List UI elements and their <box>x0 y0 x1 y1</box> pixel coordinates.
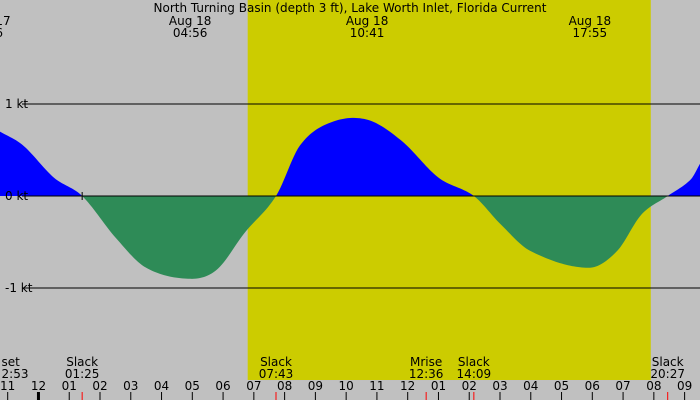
x-tick-label: 08 <box>277 379 292 393</box>
x-tick-label: 02 <box>92 379 107 393</box>
x-tick-label: 08 <box>646 379 661 393</box>
x-tick-label: 03 <box>492 379 507 393</box>
top-label: 17 <box>0 14 11 28</box>
top-label: 10:41 <box>350 26 385 40</box>
x-tick-label: 02 <box>462 379 477 393</box>
x-tick-label: 11 <box>0 379 15 393</box>
x-tick-label: 05 <box>554 379 569 393</box>
x-tick-label: 04 <box>154 379 169 393</box>
x-tick-label: 07 <box>246 379 261 393</box>
top-label: 17:55 <box>573 26 608 40</box>
flood-current-area <box>0 117 700 196</box>
x-tick-label: 12 <box>400 379 415 393</box>
event-time: 01:25 <box>65 367 100 381</box>
top-label: 04:56 <box>173 26 208 40</box>
x-tick-label: 01 <box>62 379 77 393</box>
x-tick-label: 05 <box>185 379 200 393</box>
event-name: Mrise <box>410 355 442 369</box>
event-time: 14:09 <box>457 367 492 381</box>
event-name: Slack <box>66 355 98 369</box>
x-tick-label: 12 <box>31 379 46 393</box>
ebb-current-area <box>0 196 700 279</box>
x-tick-label: 09 <box>677 379 692 393</box>
top-label: Aug 18 <box>346 14 389 28</box>
top-label: Aug 18 <box>569 14 612 28</box>
x-tick-label: 01 <box>431 379 446 393</box>
y-tick-label: 1 kt <box>5 97 28 111</box>
x-tick-label: 09 <box>308 379 323 393</box>
x-tick-label: 11 <box>369 379 384 393</box>
event-time: 2:53 <box>2 367 29 381</box>
event-time: 07:43 <box>259 367 294 381</box>
x-tick-label: 07 <box>615 379 630 393</box>
chart-title: North Turning Basin (depth 3 ft), Lake W… <box>154 1 547 15</box>
x-tick-label: 04 <box>523 379 538 393</box>
x-tick-label: 10 <box>339 379 354 393</box>
top-label: 6 <box>0 26 3 40</box>
x-tick-label: 06 <box>585 379 600 393</box>
event-name: set <box>2 355 21 369</box>
y-tick-label: 0 kt <box>5 189 28 203</box>
event-name: Slack <box>652 355 684 369</box>
y-tick-label: -1 kt <box>5 281 33 295</box>
top-label: Aug 18 <box>169 14 212 28</box>
x-tick-label: 06 <box>215 379 230 393</box>
event-time: 20:27 <box>650 367 685 381</box>
event-name: Slack <box>458 355 490 369</box>
event-name: Slack <box>260 355 292 369</box>
x-tick-label: 03 <box>123 379 138 393</box>
event-time: 12:36 <box>409 367 444 381</box>
